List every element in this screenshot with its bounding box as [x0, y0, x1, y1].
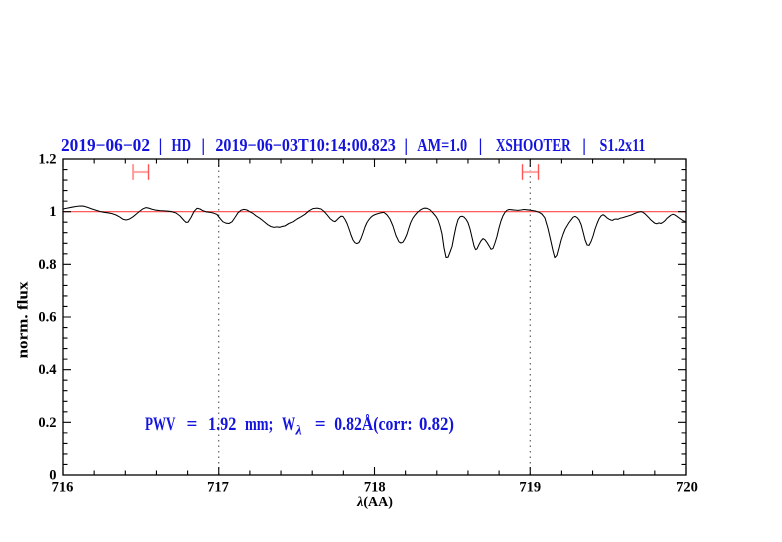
svg-text:|: |: [479, 135, 483, 155]
svg-text:2019−06−02: 2019−06−02: [61, 135, 150, 155]
svg-text:=: =: [315, 414, 326, 435]
svg-text:717: 717: [207, 480, 229, 496]
svg-text:AM=1.0: AM=1.0: [417, 135, 467, 155]
svg-text:720: 720: [676, 480, 698, 496]
svg-text:S1.2x11: S1.2x11: [600, 135, 646, 155]
svg-text:0.6: 0.6: [38, 310, 56, 326]
svg-text:λ: λ: [295, 424, 302, 439]
svg-text:PWV: PWV: [145, 414, 176, 435]
svg-text:0: 0: [49, 468, 56, 484]
svg-text:0.8: 0.8: [38, 257, 56, 273]
svg-text:norm. flux: norm. flux: [16, 281, 32, 359]
svg-text:|: |: [582, 135, 586, 155]
svg-text:HD: HD: [172, 135, 192, 155]
svg-text:λ(AA): λ(AA): [356, 495, 393, 510]
svg-text:0.82): 0.82): [419, 414, 454, 435]
svg-text:1.2: 1.2: [38, 152, 56, 168]
svg-text:|: |: [159, 135, 163, 155]
svg-text:0.4: 0.4: [38, 362, 56, 378]
svg-text:0.2: 0.2: [38, 415, 56, 431]
svg-text:=: =: [187, 414, 198, 435]
svg-text:2019−06−03T10:14:00.823: 2019−06−03T10:14:00.823: [215, 135, 395, 155]
svg-text:716: 716: [52, 480, 74, 496]
svg-text:W: W: [282, 414, 295, 435]
svg-text:718: 718: [364, 480, 386, 496]
svg-text:|: |: [404, 135, 408, 155]
svg-text:1: 1: [49, 204, 56, 220]
svg-text:719: 719: [519, 480, 541, 496]
svg-text:|: |: [201, 135, 205, 155]
svg-text:mm;: mm;: [245, 414, 273, 435]
svg-text:XSHOOTER: XSHOOTER: [496, 135, 572, 155]
svg-text:0.82Å(corr:: 0.82Å(corr:: [334, 414, 412, 435]
svg-text:1.92: 1.92: [208, 414, 236, 435]
